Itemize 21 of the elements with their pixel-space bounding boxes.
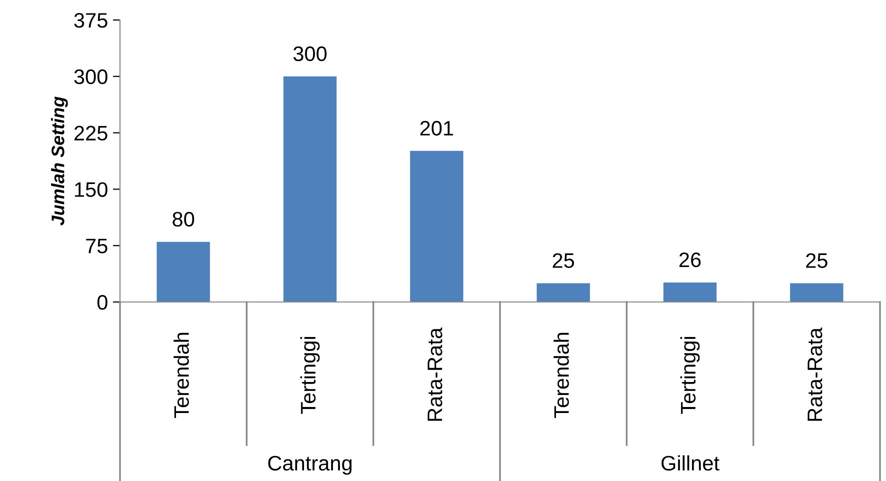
x-tick-label: Rata-Rata <box>808 328 822 421</box>
x-tick-label: Terendah <box>174 332 189 418</box>
data-label: 300 <box>293 46 327 62</box>
data-label: 25 <box>552 253 574 268</box>
y-tick-label: 225 <box>74 126 108 141</box>
y-tick-label: 375 <box>74 13 108 28</box>
x-tick-label: Tertinggi <box>680 337 700 414</box>
x-tick-label: Tertinggi <box>300 337 320 414</box>
y-tick-label: 300 <box>74 69 108 84</box>
text: Cantrang <box>268 456 352 475</box>
y-axis-title: Jumlah Setting <box>51 96 68 226</box>
x-tick-label: Terendah <box>554 332 569 418</box>
text: Gillnet <box>662 455 720 471</box>
data-label: 201 <box>420 120 454 136</box>
y-tick-label: 150 <box>75 182 108 197</box>
x-tick-label: Rata-Rata <box>428 328 442 421</box>
y-tick-label: 0 <box>97 295 108 310</box>
y-tick-label: 75 <box>86 238 108 254</box>
data-label: 25 <box>806 253 828 268</box>
data-label: 26 <box>679 252 701 268</box>
data-label: 80 <box>172 212 194 227</box>
